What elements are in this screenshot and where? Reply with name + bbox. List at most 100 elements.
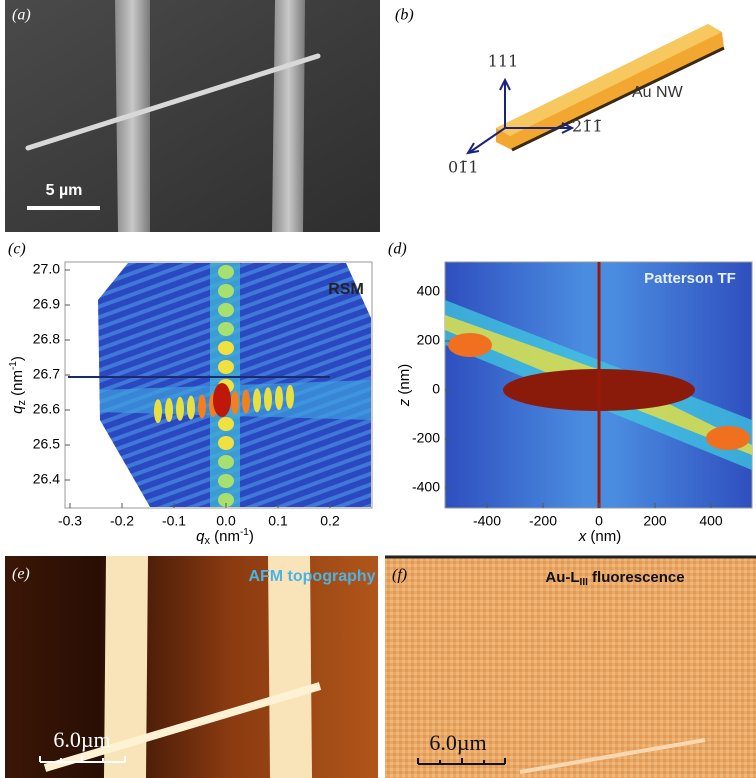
unit: (nm) — [396, 364, 413, 399]
y-axis-label: z (nm) — [396, 364, 413, 408]
y-tick-label: -200 — [412, 430, 440, 446]
panel-title: RSM — [328, 281, 364, 298]
x-tick-label: -200 — [529, 513, 557, 529]
electrode — [268, 556, 312, 778]
fringe — [218, 436, 234, 450]
x-axis-label: qx (nm-1) — [196, 527, 254, 547]
electrode — [272, 0, 305, 232]
unit: (nm) — [586, 528, 621, 545]
unit: ) — [249, 528, 254, 545]
electrode — [104, 556, 148, 778]
subscript: z — [16, 400, 28, 406]
y-tick-label: 26.5 — [33, 436, 60, 452]
fringe — [218, 417, 234, 431]
symbol: z — [396, 398, 413, 407]
fringe — [187, 395, 195, 420]
scale-label: 6.0µm — [53, 727, 110, 752]
fringe — [198, 394, 206, 419]
y-tick-label: 400 — [417, 283, 441, 299]
afm-image — [5, 556, 378, 778]
fringe — [218, 474, 234, 488]
superscript: -1 — [240, 527, 249, 538]
panel-label: (e) — [12, 566, 30, 583]
y-tick-label: 26.6 — [33, 401, 60, 417]
x-axis-label: x (nm) — [578, 528, 622, 545]
panel-title: AFM topography — [248, 568, 375, 585]
blob — [448, 333, 492, 357]
x-tick-label: 0 — [595, 513, 603, 529]
y-tick-label: -400 — [412, 479, 440, 495]
nanowire — [43, 682, 322, 772]
fringe — [165, 398, 173, 422]
nanowire — [25, 53, 321, 151]
x-tick-label: 0.0 — [216, 513, 236, 529]
fringe — [218, 303, 234, 317]
panel-title: Au-LIII fluorescence — [545, 569, 684, 588]
fringe — [176, 396, 184, 421]
fringe — [218, 284, 234, 298]
scale-bar — [417, 758, 506, 765]
panel-label: (c) — [8, 241, 26, 258]
panel-b: (b) 111 21̄1̄ 01̄1 Au NW — [395, 7, 725, 177]
symbol: x — [578, 528, 587, 545]
fringe — [218, 322, 234, 336]
y-tick-label: 26.4 — [33, 471, 60, 487]
scale-label: 6.0µm — [429, 730, 486, 755]
direction-label: 21̄1̄ — [572, 117, 603, 136]
y-tick-label: 0 — [432, 381, 440, 397]
unit: ) — [9, 356, 26, 361]
axes-arrows — [466, 77, 575, 155]
symbol: q — [196, 528, 205, 545]
x-tick-label: 0.2 — [320, 513, 340, 529]
blob — [706, 426, 750, 450]
panel-f: Au-LIII fluorescence 6.0µm (f) — [385, 555, 756, 778]
y-tick-label: 26.7 — [33, 366, 60, 382]
superscript: -1 — [8, 361, 19, 370]
fringe — [218, 341, 234, 355]
bragg-peak — [213, 383, 231, 417]
panel-e: AFM topography 6.0µm (e) — [5, 556, 378, 778]
panel-a: 5 µm (a) — [5, 0, 380, 232]
fringes — [154, 265, 294, 507]
fringe — [218, 265, 234, 279]
subscript: III — [580, 577, 589, 588]
panel-label: (b) — [395, 7, 414, 24]
panel-c: (c) RSM qz (nm-1) qx (nm-1) — [8, 241, 373, 547]
y-tick-label: 200 — [417, 332, 441, 348]
nanowire-top — [496, 24, 722, 136]
direction-label: 111 — [488, 52, 519, 71]
nanowire-edge — [511, 46, 725, 152]
panel-title: Patterson TF — [644, 270, 736, 287]
fringe — [218, 360, 234, 374]
scale-label: 5 µm — [46, 182, 83, 199]
direction-label: 01̄1 — [448, 158, 479, 177]
fringe — [264, 387, 272, 412]
x-tick-label: -0.3 — [58, 513, 82, 529]
sem-image — [5, 0, 380, 232]
panel-label: (d) — [388, 241, 407, 258]
title-main: Au-L — [545, 569, 579, 586]
y-tick-label: 26.8 — [33, 331, 60, 347]
fringe — [218, 493, 234, 507]
symbol: q — [9, 405, 26, 414]
object-label: Au NW — [632, 84, 684, 101]
fringe — [286, 384, 294, 409]
panel-label: (f) — [392, 567, 407, 584]
x-tick-label: -0.2 — [110, 513, 134, 529]
fringe — [231, 390, 239, 415]
fringe — [275, 386, 283, 410]
subscript: x — [204, 535, 210, 547]
x-tick-label: 200 — [643, 513, 667, 529]
x-tick-label: -400 — [473, 513, 501, 529]
title-rest: fluorescence — [588, 569, 685, 586]
fringe — [154, 399, 162, 424]
fringe — [253, 388, 261, 413]
fringe — [218, 455, 234, 469]
nanowire — [519, 738, 706, 774]
y-axis-label: qz (nm-1) — [8, 356, 28, 414]
x-tick-label: 0.1 — [268, 513, 288, 529]
y-tick-label: 26.9 — [33, 296, 60, 312]
x-tick-label: 400 — [699, 513, 723, 529]
unit: (nm — [9, 370, 26, 400]
